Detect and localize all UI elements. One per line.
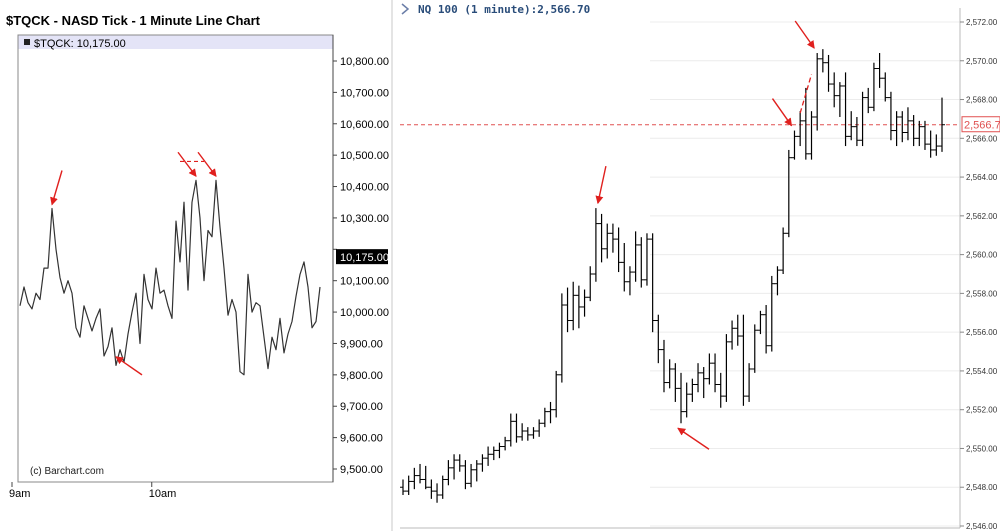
y-tick-label: 2,552.00	[966, 406, 998, 415]
y-axis-ticks: 9,500.00 9,600.00 9,700.00 9,800.00 9,900.00…	[333, 56, 389, 476]
current-price-box	[961, 116, 1000, 133]
annotation-arrow	[177, 151, 197, 178]
y-tick-label: 2,560.00	[966, 251, 998, 260]
legend-text: $TQCK: 10,175.00	[34, 38, 126, 50]
right-annotations	[595, 20, 815, 450]
y-tick-label: 9,800.00	[340, 370, 383, 382]
y-tick-label: 10,800.00	[340, 56, 389, 68]
nq-title-icon-bg	[399, 0, 413, 18]
x-axis-ticks: 9am 10am	[9, 482, 176, 500]
y-tick-label: 9,600.00	[340, 433, 383, 445]
y-tick-label: 2,568.00	[966, 96, 998, 105]
left-chart-title: $TQCK - NASD Tick - 1 Minute Line Chart	[6, 13, 261, 28]
y-tick-label: 2,564.00	[966, 173, 998, 182]
y-tick-label: 2,548.00	[966, 483, 998, 492]
right-chart-title: NQ 100 (1 minute):2,566.70	[418, 3, 590, 16]
y-tick-label: 2,550.00	[966, 444, 998, 453]
legend-swatch	[24, 39, 30, 45]
y-tick-label: 10,500.00	[340, 150, 389, 162]
y-tick-label: 10,700.00	[340, 87, 389, 99]
y-tick-label: 2,566.00	[966, 134, 998, 143]
tick-line-chart: $TQCK - NASD Tick - 1 Minute Line Chart …	[6, 13, 389, 500]
y-tick-label: 9,900.00	[340, 338, 383, 350]
last-value-label: 10,175.00	[340, 252, 389, 264]
x-tick-label: 9am	[9, 488, 30, 500]
y-tick-label: 2,556.00	[966, 328, 998, 337]
y-tick-label: 9,500.00	[340, 464, 383, 476]
left-annotations	[50, 151, 217, 376]
tick-series-line	[19, 179, 321, 376]
annotation-arrow	[771, 98, 793, 127]
y-tick-label: 2,562.00	[966, 212, 998, 221]
right-y-axis-ticks: 2,546.00 2,548.00 2,550.00 2,552.00 2,554.00…	[960, 18, 998, 531]
annotation-arrow	[595, 165, 607, 205]
chevron-right-icon	[401, 3, 410, 15]
y-tick-label: 10,600.00	[340, 119, 389, 131]
y-tick-label: 2,546.00	[966, 522, 998, 531]
x-tick-label: 10am	[149, 488, 177, 500]
annotation-arrow	[115, 356, 143, 376]
y-tick-label: 10,400.00	[340, 182, 389, 194]
nq-bar-chart: NQ 100 (1 minute):2,566.70 2,546.00 2,548…	[399, 0, 1000, 531]
y-tick-label: 2,558.00	[966, 289, 998, 298]
y-tick-label: 2,572.00	[966, 18, 998, 27]
y-tick-label: 10,000.00	[340, 307, 389, 319]
plot-frame	[17, 34, 334, 483]
source-credit: (c) Barchart.com	[30, 466, 104, 477]
y-tick-label: 10,300.00	[340, 213, 389, 225]
ohlc-bars	[400, 49, 945, 503]
annotation-arrow	[50, 170, 63, 206]
annotation-arrow	[794, 20, 815, 49]
annotation-arrow	[197, 151, 217, 178]
legend-bar	[18, 35, 333, 49]
annotation-dashed-link	[799, 74, 813, 114]
annotation-arrow	[677, 427, 710, 450]
current-price-label: 2,566.70	[964, 120, 1000, 132]
y-tick-label: 2,554.00	[966, 367, 998, 376]
y-tick-label: 9,700.00	[340, 401, 383, 413]
y-tick-label: 10,100.00	[340, 276, 389, 288]
last-value-box	[336, 249, 388, 265]
y-tick-label: 2,570.00	[966, 57, 998, 66]
